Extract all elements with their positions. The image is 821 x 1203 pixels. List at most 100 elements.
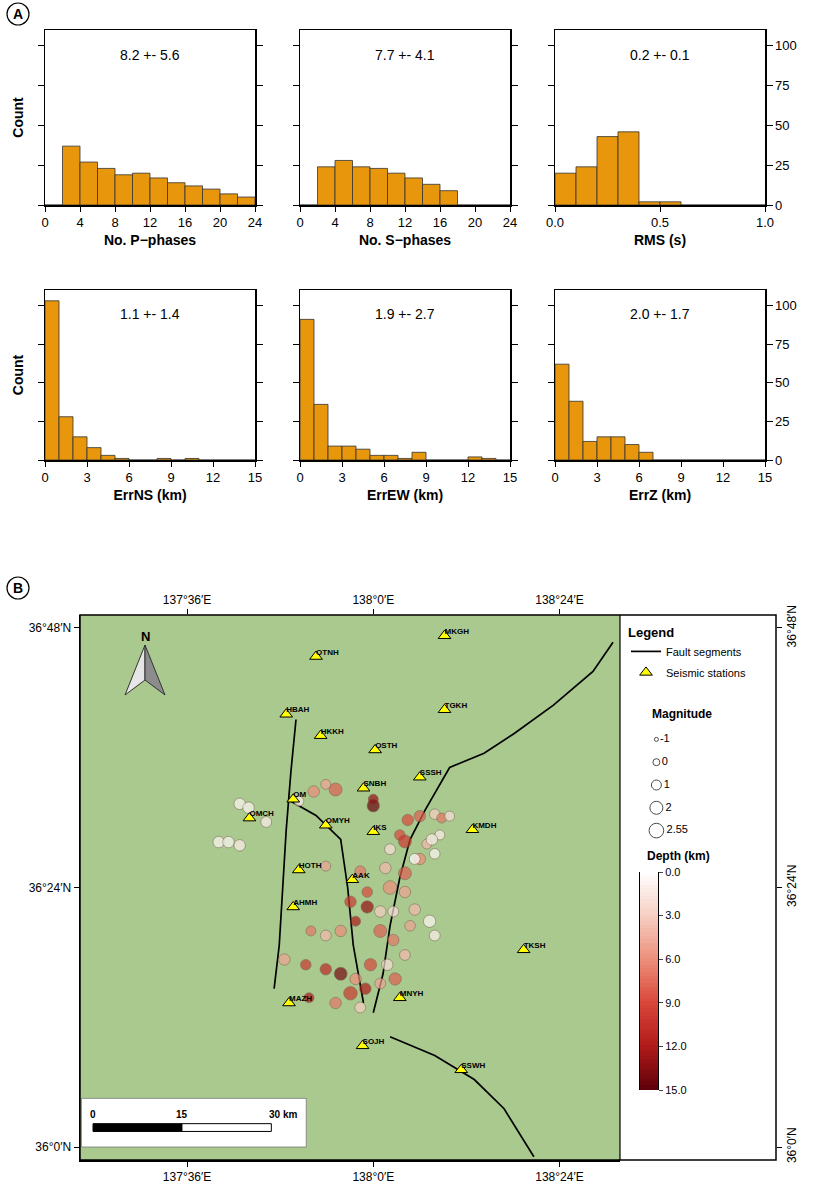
svg-text:ErrNS (km): ErrNS (km)	[113, 487, 186, 503]
svg-text:138°0′E: 138°0′E	[352, 593, 394, 607]
svg-text:SSWH: SSWH	[461, 1061, 485, 1070]
svg-text:OSTH: OSTH	[375, 741, 397, 750]
svg-text:AAK: AAK	[352, 871, 370, 880]
svg-text:12: 12	[461, 470, 475, 485]
svg-text:20: 20	[468, 215, 482, 230]
svg-text:Legend: Legend	[628, 625, 674, 640]
svg-text:75: 75	[775, 78, 789, 93]
svg-text:138°24′E: 138°24′E	[535, 593, 583, 607]
svg-text:MKGH: MKGH	[445, 627, 470, 636]
svg-text:N: N	[141, 629, 150, 644]
svg-text:0: 0	[296, 470, 303, 485]
svg-text:16: 16	[433, 215, 447, 230]
svg-text:6.0: 6.0	[665, 953, 680, 965]
svg-text:36°0′N: 36°0′N	[35, 1140, 71, 1154]
svg-text:8: 8	[111, 215, 118, 230]
svg-text:4: 4	[331, 215, 338, 230]
svg-text:50: 50	[775, 118, 789, 133]
svg-text:0: 0	[662, 755, 668, 767]
svg-text:AHMH: AHMH	[293, 898, 317, 907]
svg-text:0: 0	[775, 453, 782, 468]
svg-text:-1: -1	[660, 732, 670, 744]
svg-text:15: 15	[176, 1109, 188, 1120]
svg-text:75: 75	[775, 337, 789, 352]
svg-text:6: 6	[125, 470, 132, 485]
svg-text:36°48′N: 36°48′N	[785, 605, 799, 647]
svg-text:15: 15	[248, 470, 262, 485]
svg-text:50: 50	[775, 375, 789, 390]
svg-text:100: 100	[775, 38, 797, 53]
svg-text:25: 25	[775, 158, 789, 173]
svg-text:1.9 +- 2.7: 1.9 +- 2.7	[375, 306, 435, 322]
svg-text:0: 0	[296, 215, 303, 230]
svg-text:HBAH: HBAH	[286, 705, 309, 714]
svg-text:6: 6	[635, 470, 642, 485]
svg-text:MAZH: MAZH	[289, 994, 312, 1003]
svg-text:0.0: 0.0	[546, 215, 564, 230]
svg-text:12.0: 12.0	[665, 1040, 686, 1052]
svg-text:7.7 +- 4.1: 7.7 +- 4.1	[375, 47, 435, 63]
svg-text:OMYH: OMYH	[326, 816, 350, 825]
svg-text:4: 4	[76, 215, 83, 230]
svg-text:Count: Count	[10, 354, 26, 395]
svg-text:9: 9	[167, 470, 174, 485]
svg-text:SSSH: SSSH	[420, 768, 442, 777]
svg-text:36°0′N: 36°0′N	[785, 1127, 799, 1163]
svg-text:36°48′N: 36°48′N	[29, 621, 71, 635]
svg-text:HKKH: HKKH	[321, 727, 344, 736]
svg-text:100: 100	[775, 298, 797, 313]
svg-text:137°36′E: 137°36′E	[163, 1170, 211, 1184]
svg-text:36°24′N: 36°24′N	[29, 881, 71, 895]
svg-text:3: 3	[593, 470, 600, 485]
svg-text:Count: Count	[10, 97, 26, 138]
svg-text:TGKH: TGKH	[445, 701, 468, 710]
svg-text:1.1 +- 1.4: 1.1 +- 1.4	[120, 306, 180, 322]
svg-text:No. P−phases: No. P−phases	[104, 232, 196, 248]
svg-text:B: B	[13, 580, 23, 596]
svg-text:0: 0	[41, 215, 48, 230]
svg-text:2.0 +- 1.7: 2.0 +- 1.7	[630, 306, 690, 322]
svg-text:12: 12	[143, 215, 157, 230]
svg-text:KMDH: KMDH	[472, 821, 496, 830]
svg-text:15: 15	[503, 470, 517, 485]
svg-text:15.0: 15.0	[665, 1084, 686, 1096]
svg-text:36°24′N: 36°24′N	[785, 864, 799, 906]
svg-text:6: 6	[380, 470, 387, 485]
svg-text:3.0: 3.0	[665, 909, 680, 921]
svg-text:0.0: 0.0	[665, 866, 680, 878]
svg-text:OMCH: OMCH	[249, 809, 274, 818]
svg-text:9.0: 9.0	[665, 997, 680, 1009]
svg-text:8.2 +- 5.6: 8.2 +- 5.6	[120, 47, 180, 63]
svg-text:0.5: 0.5	[651, 215, 669, 230]
svg-text:IKS: IKS	[373, 823, 387, 832]
svg-text:137°36′E: 137°36′E	[163, 593, 211, 607]
svg-text:MNYH: MNYH	[400, 989, 424, 998]
svg-text:0.2 +- 0.1: 0.2 +- 0.1	[630, 47, 690, 63]
svg-text:0: 0	[90, 1109, 96, 1120]
svg-text:OM: OM	[293, 790, 306, 799]
svg-text:25: 25	[775, 414, 789, 429]
svg-text:A: A	[13, 6, 23, 22]
svg-text:Fault segments: Fault segments	[666, 646, 742, 658]
svg-text:TKSH: TKSH	[524, 941, 546, 950]
svg-text:Seismic stations: Seismic stations	[666, 667, 746, 679]
svg-text:SOJH: SOJH	[363, 1037, 385, 1046]
svg-text:0: 0	[41, 470, 48, 485]
svg-text:15: 15	[758, 470, 772, 485]
svg-text:1.0: 1.0	[756, 215, 774, 230]
svg-text:24: 24	[503, 215, 517, 230]
svg-text:2.55: 2.55	[667, 823, 688, 835]
svg-text:138°24′E: 138°24′E	[535, 1170, 583, 1184]
svg-text:OTNH: OTNH	[316, 648, 339, 657]
svg-text:SNBH: SNBH	[364, 779, 387, 788]
svg-text:Depth (km): Depth (km)	[647, 849, 710, 863]
svg-text:138°0′E: 138°0′E	[352, 1170, 394, 1184]
svg-text:20: 20	[213, 215, 227, 230]
svg-text:1: 1	[664, 778, 670, 790]
svg-text:HOTH: HOTH	[299, 861, 322, 870]
svg-text:16: 16	[178, 215, 192, 230]
svg-text:9: 9	[422, 470, 429, 485]
svg-text:9: 9	[677, 470, 684, 485]
svg-text:2: 2	[666, 801, 672, 813]
svg-text:12: 12	[398, 215, 412, 230]
